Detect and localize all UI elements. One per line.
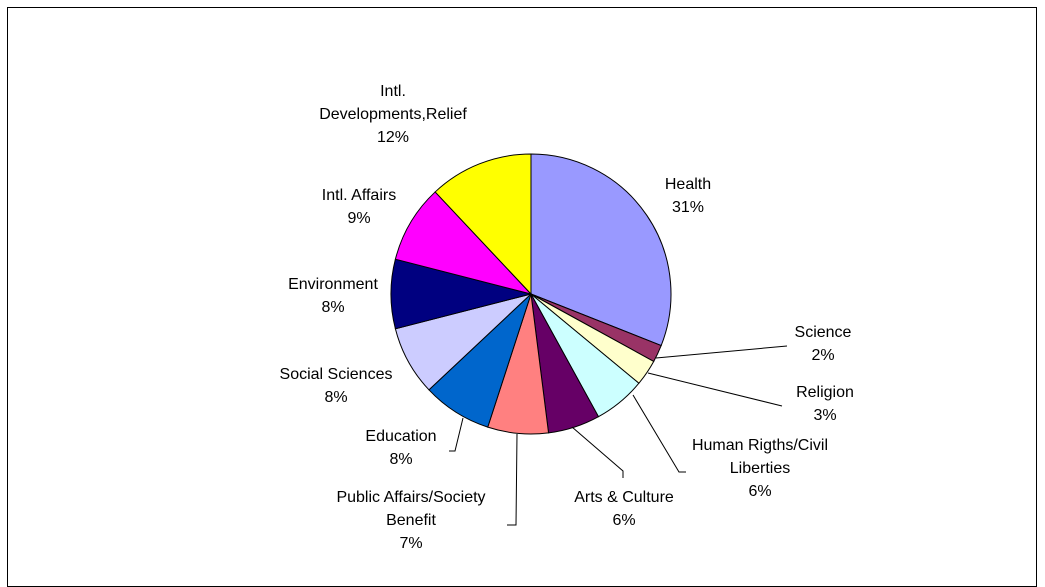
slice-percent-arts-culture: 6% [612, 512, 635, 529]
slice-name-science: Science [795, 324, 852, 341]
slice-percent-science: 2% [811, 347, 834, 364]
slice-percent-social-sciences: 8% [324, 389, 347, 406]
slice-name-social-sciences: Social Sciences [280, 366, 393, 383]
leader-line-religion [647, 372, 783, 407]
pie-slice-intl-affairs [394, 191, 533, 295]
pie-chart: Health 31% Science 2% Religion 3% Human Rigths… [280, 83, 854, 552]
slice-percent-human-rigths-civil-liberties: 6% [748, 483, 771, 500]
slice-name-human-rigths-civil-liberties: Human Rigths/Civil [692, 437, 828, 454]
slice-percent-health: 31% [672, 199, 704, 216]
pie-slice-health [530, 153, 672, 347]
slice-name-public-affairs-society-benefit: Benefit [386, 512, 436, 529]
leader-line-education [449, 417, 464, 452]
slice-percent-intl-developments-relief: 12% [377, 129, 409, 146]
slice-name-public-affairs-society-benefit: Public Affairs/Society [336, 489, 485, 506]
slice-name-environment: Environment [288, 276, 378, 293]
slice-percent-religion: 3% [813, 407, 836, 424]
leader-line-human-rigths-civil-liberties [632, 394, 686, 473]
slice-percent-education: 8% [389, 451, 412, 468]
slice-name-health: Health [665, 176, 711, 193]
slice-name-human-rigths-civil-liberties: Liberties [730, 460, 790, 477]
pie-slice-intl-developments-relief [434, 153, 532, 296]
slice-name-intl-developments-relief: Intl. [380, 83, 406, 100]
slice-percent-environment: 8% [321, 299, 344, 316]
leader-line-arts-culture [571, 426, 624, 478]
slice-name-intl-developments-relief: Developments,Relief [319, 106, 467, 123]
slice-name-education: Education [365, 428, 436, 445]
slice-labels: Health 31% Science 2% Religion 3% Human Rigths… [280, 83, 854, 552]
slice-percent-public-affairs-society-benefit: 7% [399, 535, 422, 552]
slice-name-religion: Religion [796, 384, 854, 401]
slice-name-arts-culture: Arts & Culture [574, 489, 674, 506]
leader-line-science [655, 345, 788, 359]
slice-percent-intl-affairs: 9% [347, 210, 370, 227]
slice-name-intl-affairs: Intl. Affairs [322, 187, 396, 204]
leader-line-public-affairs-society-benefit [507, 433, 518, 526]
pie-slices [390, 153, 672, 435]
